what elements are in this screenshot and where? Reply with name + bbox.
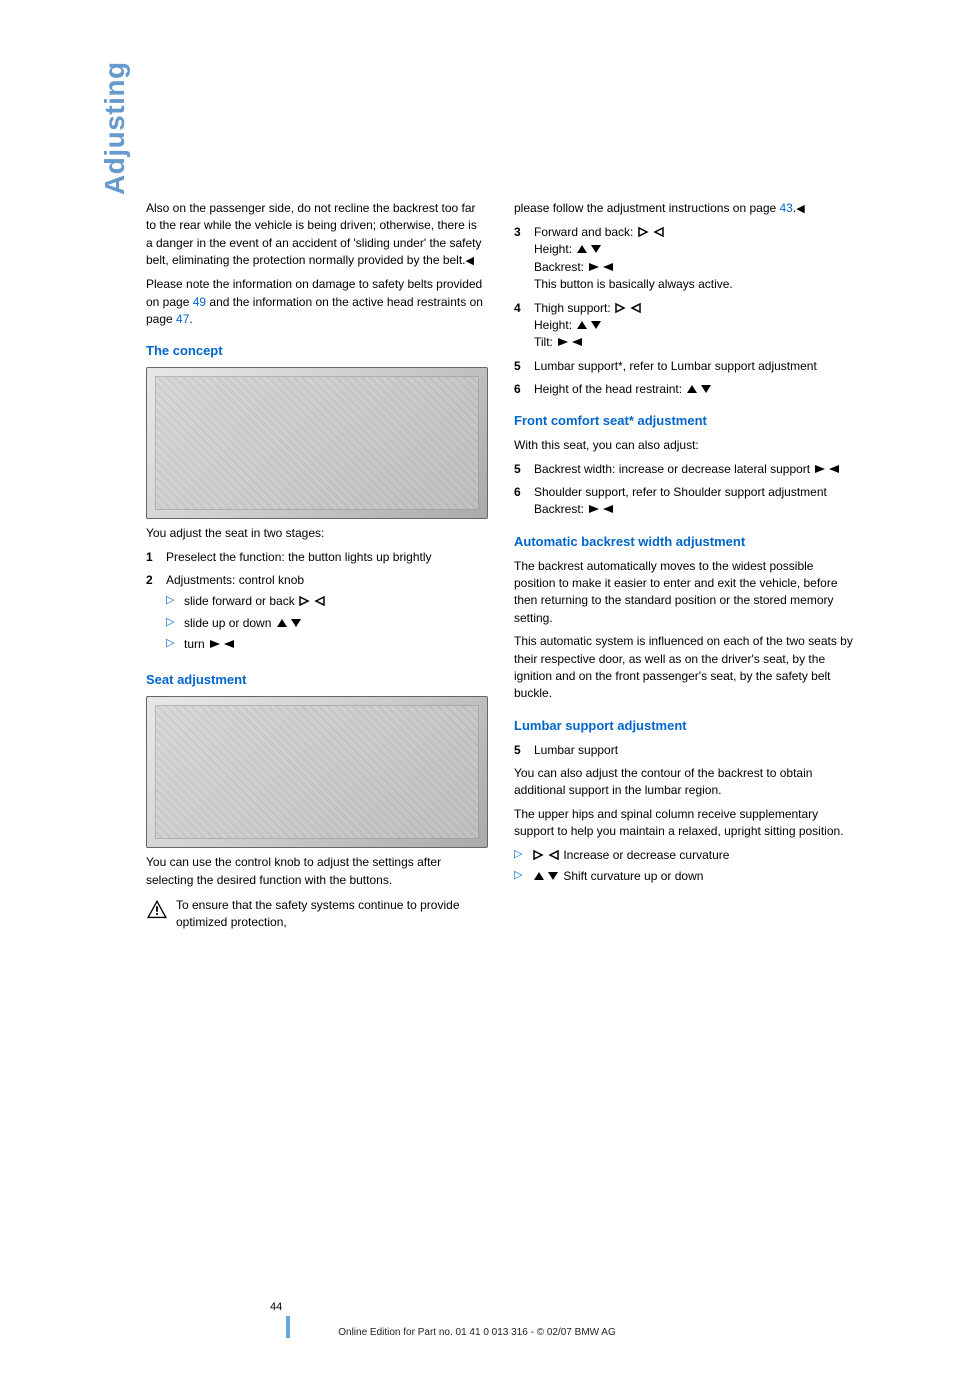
- warning-icon: [146, 899, 168, 919]
- intro-paragraph-1: Also on the passenger side, do not recli…: [146, 200, 486, 270]
- lumbar-item-5: 5 Lumbar support: [514, 742, 854, 759]
- warning-text: To ensure that the safety systems contin…: [176, 897, 486, 932]
- page-link-43[interactable]: 43: [780, 201, 793, 215]
- item3-height: Height:: [534, 242, 575, 256]
- left-right-outline-icon: [298, 595, 326, 607]
- page-number-text: 44: [270, 1301, 282, 1313]
- item4-height: Height:: [534, 318, 575, 332]
- lumbar-p2: The upper hips and spinal column receive…: [514, 806, 854, 841]
- up-down-solid-icon: [575, 319, 603, 331]
- lumbar-li-2-text: Shift curvature up or down: [560, 869, 703, 883]
- end-mark-icon: ◀: [466, 255, 474, 267]
- intro-text-1: Also on the passenger side, do not recli…: [146, 201, 481, 267]
- item4-tilt: Tilt:: [534, 335, 556, 349]
- intro-text-2c: .: [189, 312, 192, 326]
- list-number-4: 4: [514, 300, 534, 352]
- left-right-outline-icon: [614, 302, 642, 314]
- turn-icon: [813, 463, 841, 475]
- right-item-5: 5 Lumbar support*, refer to Lumbar suppo…: [514, 358, 854, 375]
- front-item-6: 6 Shoulder support, refer to Shoulder su…: [514, 484, 854, 519]
- concept-caption: You adjust the seat in two stages:: [146, 525, 486, 542]
- concept-item-2: 2 Adjustments: control knob slide forwar…: [146, 572, 486, 658]
- list-number-5b: 5: [514, 461, 534, 478]
- list-number-1: 1: [146, 549, 166, 566]
- right-item-3: 3 Forward and back: Height: Backrest: Th…: [514, 224, 854, 294]
- left-right-outline-icon: [532, 849, 560, 861]
- concept-item-1: 1 Preselect the function: the button lig…: [146, 549, 486, 566]
- left-right-outline-icon: [637, 226, 665, 238]
- lumbar-p1: You can also adjust the contour of the b…: [514, 765, 854, 800]
- lumbar-li-1: Increase or decrease curvature: [532, 847, 854, 864]
- concept-sub-c: turn: [184, 636, 486, 653]
- warning-block: To ensure that the safety systems contin…: [146, 897, 486, 932]
- heading-concept: The concept: [146, 342, 486, 361]
- turn-icon: [208, 638, 236, 650]
- list-number-6b: 6: [514, 484, 534, 519]
- up-down-solid-icon: [275, 617, 303, 629]
- item6-text: Height of the head restraint:: [534, 382, 685, 396]
- front-comfort-intro: With this seat, you can also adjust:: [514, 437, 854, 454]
- front6-text: Shoulder support, refer to Shoulder supp…: [534, 485, 827, 499]
- concept-figure: [146, 367, 488, 519]
- end-mark-icon: ◀: [796, 203, 804, 215]
- front-item-5: 5 Backrest width: increase or decrease l…: [514, 461, 854, 478]
- lumbar-5-text: Lumbar support: [534, 742, 854, 759]
- lumbar-li-2: Shift curvature up or down: [532, 868, 854, 885]
- concept-sub-b: slide up or down: [184, 615, 486, 632]
- lumbar-li-1-text: Increase or decrease curvature: [560, 848, 729, 862]
- page-link-49[interactable]: 49: [193, 295, 206, 309]
- right-item-4: 4 Thigh support: Height: Tilt:: [514, 300, 854, 352]
- right-top-paragraph: please follow the adjustment instruction…: [514, 200, 854, 218]
- up-down-solid-icon: [685, 383, 713, 395]
- intro-paragraph-2: Please note the information on damage to…: [146, 276, 486, 328]
- concept-sub-a-text: slide forward or back: [184, 594, 298, 608]
- list-number-5c: 5: [514, 742, 534, 759]
- list-number-3: 3: [514, 224, 534, 294]
- turn-icon: [587, 261, 615, 273]
- item3-forward-back: Forward and back:: [534, 225, 637, 239]
- heading-auto-backrest: Automatic backrest width adjustment: [514, 533, 854, 552]
- list-number-5: 5: [514, 358, 534, 375]
- right-top-text-a: please follow the adjustment instruction…: [514, 201, 780, 215]
- seat-adjustment-figure: [146, 696, 488, 848]
- seat-adjustment-paragraph: You can use the control knob to adjust t…: [146, 854, 486, 889]
- list-number-6: 6: [514, 381, 534, 398]
- concept-sub-a: slide forward or back: [184, 593, 486, 610]
- section-side-title: Adjusting: [95, 61, 136, 195]
- footer-text: Online Edition for Part no. 01 41 0 013 …: [0, 1326, 954, 1341]
- turn-icon: [587, 503, 615, 515]
- concept-sub-b-text: slide up or down: [184, 616, 275, 630]
- up-down-solid-icon: [575, 243, 603, 255]
- turn-icon: [556, 336, 584, 348]
- item3-note: This button is basically always active.: [534, 277, 733, 291]
- auto-backrest-p1: The backrest automatically moves to the …: [514, 558, 854, 628]
- front6-backrest: Backrest:: [534, 502, 587, 516]
- up-down-solid-icon: [532, 870, 560, 882]
- concept-item-2-text: Adjustments: control knob: [166, 573, 304, 587]
- right-item-6: 6 Height of the head restraint:: [514, 381, 854, 398]
- heading-front-comfort: Front comfort seat* adjustment: [514, 412, 854, 431]
- item4-thigh: Thigh support:: [534, 301, 614, 315]
- auto-backrest-p2: This automatic system is influenced on e…: [514, 633, 854, 703]
- item3-backrest: Backrest:: [534, 260, 587, 274]
- page-link-47[interactable]: 47: [176, 312, 189, 326]
- item5-text: Lumbar support*, refer to Lumbar support…: [534, 358, 854, 375]
- front5-text: Backrest width: increase or decrease lat…: [534, 462, 813, 476]
- heading-lumbar: Lumbar support adjustment: [514, 717, 854, 736]
- page-number: 44: [270, 1300, 290, 1322]
- heading-seat-adjustment: Seat adjustment: [146, 671, 486, 690]
- concept-item-1-text: Preselect the function: the button light…: [166, 549, 486, 566]
- list-number-2: 2: [146, 572, 166, 658]
- concept-sub-c-text: turn: [184, 637, 208, 651]
